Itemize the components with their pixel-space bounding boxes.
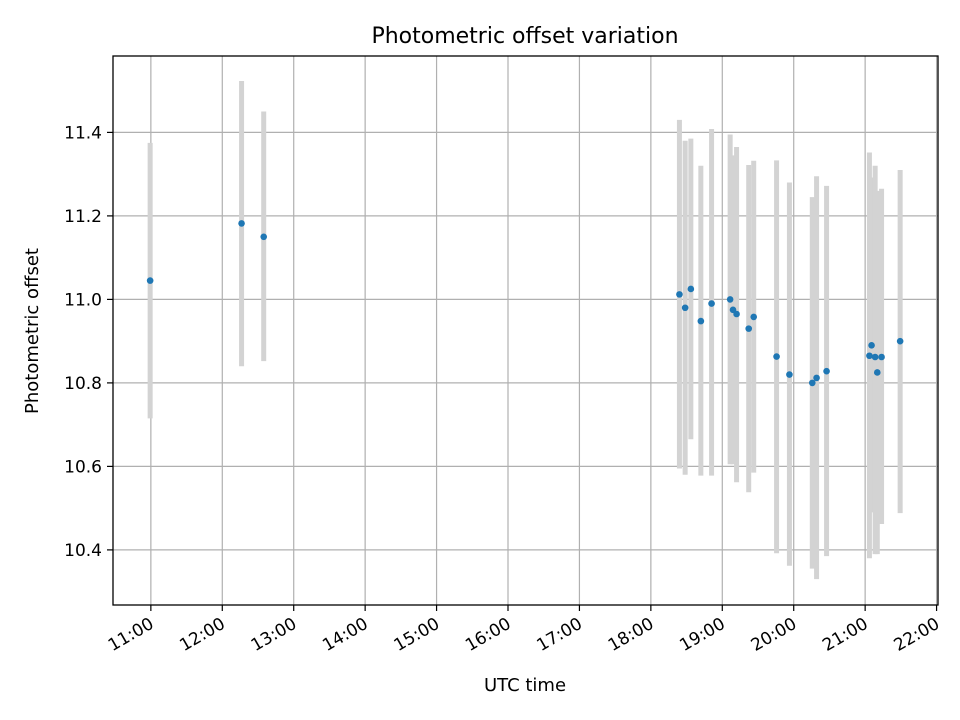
y-tick-label: 11.2 <box>64 207 102 227</box>
data-point <box>238 220 245 227</box>
grid-lines <box>113 56 938 605</box>
data-point <box>871 353 879 361</box>
chart-title: Photometric offset variation <box>371 24 678 49</box>
data-point <box>813 374 820 382</box>
data-point <box>681 304 689 312</box>
plot-area-frame <box>112 55 939 606</box>
x-axis-label: UTC time <box>484 675 566 696</box>
data-point <box>260 233 268 241</box>
data-point <box>146 277 154 284</box>
data-point <box>786 371 793 378</box>
data-point <box>773 353 780 360</box>
data-point <box>708 300 715 307</box>
data-point <box>726 296 734 303</box>
data-point <box>896 337 904 345</box>
data-point <box>878 353 885 361</box>
data-point <box>823 367 830 375</box>
data-point <box>676 291 683 298</box>
data-points <box>146 220 904 387</box>
y-tick-label: 10.8 <box>64 374 102 394</box>
y-axis-label: Photometric offset <box>22 248 43 414</box>
y-tick-label: 11.4 <box>64 123 102 143</box>
data-point <box>750 313 758 321</box>
data-point <box>697 317 705 325</box>
data-point <box>868 342 875 349</box>
data-point <box>873 369 881 376</box>
data-point <box>733 310 740 318</box>
y-tick-label: 10.6 <box>64 457 102 477</box>
data-point <box>687 285 695 293</box>
data-point <box>866 352 873 360</box>
y-tick-label: 11.0 <box>64 290 102 310</box>
data-point <box>745 325 753 332</box>
y-axis-ticks: 10.4 10.6 10.8 11.0 11.2 11.4 <box>64 123 113 561</box>
data-point <box>808 379 816 387</box>
y-tick-label: 10.4 <box>64 541 102 561</box>
